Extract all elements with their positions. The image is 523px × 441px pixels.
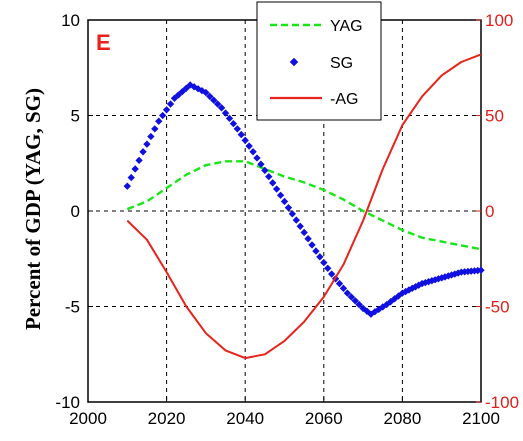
data-point-sg: [237, 130, 245, 139]
data-point-sg: [127, 173, 135, 182]
axis-ticks: 2000 2020 2040 2060 2080 21001050-5-10100500-…: [55, 11, 519, 428]
x-tick-label: 2080: [383, 409, 421, 428]
grid: [88, 20, 481, 402]
y-left-tick-label: -10: [55, 393, 80, 412]
y-right-tick-label: -50: [485, 298, 510, 317]
data-point-sg: [296, 222, 304, 230]
data-point-sg: [300, 228, 308, 237]
data-point-sg: [327, 270, 336, 278]
legend: YAG SG -AG: [256, 1, 382, 121]
data-point-sg: [158, 111, 167, 120]
data-point-sg: [210, 96, 218, 104]
data-point-sg: [477, 266, 485, 274]
y-left-tick-label: -5: [65, 298, 80, 317]
data-point-sg: [135, 156, 143, 165]
data-point-sg: [221, 109, 230, 117]
data-point-sg: [269, 179, 277, 187]
data-point-sg: [162, 106, 171, 114]
x-tick-label: 2040: [226, 409, 264, 428]
data-point-sg: [284, 203, 293, 212]
data-point-sg: [351, 297, 359, 305]
y-axis-label: Percent of GDP (YAG, SG): [21, 88, 45, 330]
data-point-sg: [320, 258, 328, 267]
data-point-sg: [151, 125, 159, 133]
data-point-sg: [355, 300, 363, 309]
data-point-sg: [253, 154, 261, 162]
data-point-sg: [257, 160, 265, 168]
legend-box: [256, 1, 382, 121]
x-tick-label: 2060: [305, 409, 343, 428]
y-right-tick-label: 0: [485, 202, 494, 221]
data-point-sg: [202, 88, 210, 97]
y-left-tick-label: 0: [71, 202, 80, 221]
data-point-sg: [343, 289, 352, 297]
panel-label: E: [96, 30, 111, 55]
data-point-sg: [324, 264, 332, 272]
data-point-sg: [272, 185, 281, 193]
x-tick-label: 2100: [462, 409, 500, 428]
series-layer: [123, 53, 485, 360]
data-point-sg: [166, 100, 175, 108]
data-point-sg: [312, 247, 320, 255]
data-point-sg: [143, 140, 151, 148]
legend-ag-label: -AG: [330, 91, 358, 108]
series-sg: [123, 81, 485, 318]
series-line-ag: [126, 53, 482, 360]
data-point-sg: [316, 253, 324, 261]
legend-yag-label: YAG: [330, 18, 363, 35]
data-point-sg: [347, 293, 355, 301]
data-point-sg: [217, 104, 226, 112]
y-right-tick-label: 100: [485, 11, 513, 30]
data-point-sg: [214, 100, 222, 108]
data-point-sg: [233, 125, 242, 133]
y-right-tick-label: -100: [485, 393, 519, 412]
data-point-sg: [206, 92, 214, 101]
x-tick-label: 2020: [148, 409, 186, 428]
data-point-sg: [261, 166, 269, 175]
legend-sg-label: SG: [330, 55, 353, 72]
y-right-tick-label: 50: [485, 107, 504, 126]
data-point-sg: [155, 117, 163, 125]
data-point-sg: [225, 114, 234, 123]
legend-sg-swatch: [289, 57, 299, 67]
y-left-tick-label: 5: [71, 107, 80, 126]
series-line-yag: [126, 160, 482, 251]
data-point-sg: [229, 119, 238, 128]
data-point-sg: [339, 284, 348, 293]
y-left-tick-label: 10: [61, 11, 80, 30]
x-tick-label: 2000: [69, 409, 107, 428]
data-point-sg: [249, 148, 257, 156]
data-point-sg: [335, 279, 344, 288]
